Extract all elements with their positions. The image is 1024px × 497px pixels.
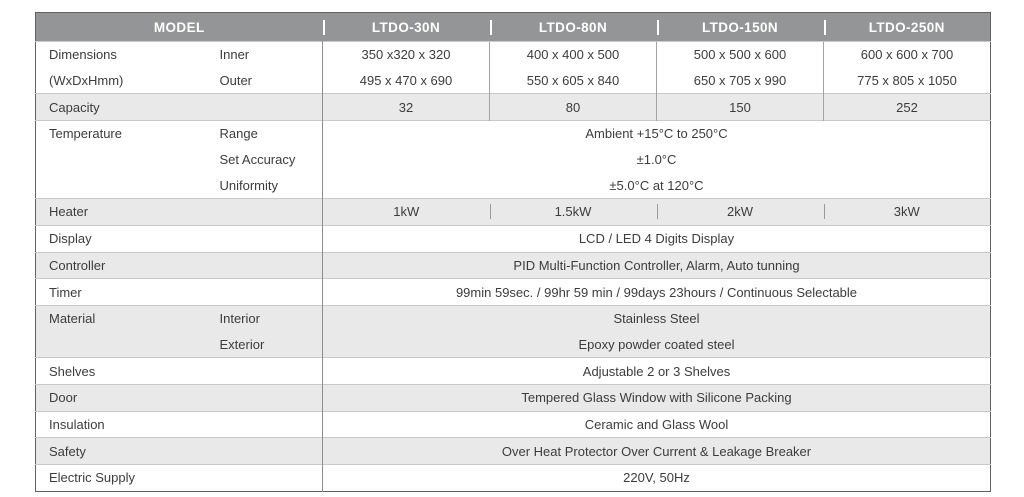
dimensions-label-line1: Dimensions	[49, 47, 117, 62]
dimensions-outer-ltdo-250n: 775 x 805 x 1050	[823, 67, 991, 94]
spec-table: MODEL LTDO-30N LTDO-80N LTDO-150N LTDO-2…	[35, 12, 991, 492]
dimensions-outer-ltdo-80n: 550 x 605 x 840	[489, 67, 657, 94]
heater-ltdo-250n: 3kW	[823, 198, 991, 226]
row-safety: Safety Over Heat Protector Over Current …	[35, 437, 991, 465]
dimensions-outer-ltdo-30n: 495 x 470 x 690	[322, 67, 490, 94]
heater-label: Heater	[35, 198, 323, 226]
capacity-label: Capacity	[35, 93, 323, 121]
row-timer: Timer 99min 59sec. / 99hr 59 min / 99day…	[35, 278, 991, 306]
header-row: MODEL LTDO-30N LTDO-80N LTDO-150N LTDO-2…	[35, 12, 991, 42]
header-col-ltdo-80n: LTDO-80N	[489, 12, 657, 42]
temperature-range-value: Ambient +15°C to 250°C	[322, 120, 991, 147]
header-col-ltdo-30n: LTDO-30N	[322, 12, 490, 42]
dimensions-label: Dimensions (WxDxHmm)	[35, 40, 218, 94]
capacity-ltdo-80n: 80	[489, 93, 657, 121]
material-interior-sublabel: Interior	[217, 304, 323, 332]
header-model: MODEL	[35, 12, 323, 42]
row-dimensions-inner: Dimensions (WxDxHmm) Inner 350 x320 x 32…	[35, 40, 991, 94]
dimensions-inner-ltdo-80n: 400 x 400 x 500	[489, 40, 657, 68]
dimensions-inner-ltdo-30n: 350 x320 x 320	[322, 40, 490, 68]
display-label: Display	[35, 224, 323, 252]
temperature-uniformity-sublabel: Uniformity	[217, 172, 323, 199]
row-electric-supply: Electric Supply 220V, 50Hz	[35, 464, 991, 492]
dimensions-outer-sublabel: Outer	[217, 67, 323, 94]
row-heater: Heater 1kW 1.5kW 2kW 3kW	[35, 198, 991, 226]
dimensions-inner-ltdo-250n: 600 x 600 x 700	[823, 40, 991, 68]
electric-supply-value: 220V, 50Hz	[322, 464, 991, 492]
controller-label: Controller	[35, 251, 323, 279]
display-value: LCD / LED 4 Digits Display	[322, 224, 991, 252]
timer-value: 99min 59sec. / 99hr 59 min / 99days 23ho…	[322, 278, 991, 306]
insulation-value: Ceramic and Glass Wool	[322, 410, 991, 438]
material-interior-value: Stainless Steel	[322, 304, 991, 332]
safety-value: Over Heat Protector Over Current & Leaka…	[322, 437, 991, 465]
heater-ltdo-80n: 1.5kW	[489, 198, 657, 226]
temperature-uniformity-value: ±5.0°C at 120°C	[322, 172, 991, 199]
header-col-ltdo-250n: LTDO-250N	[823, 12, 991, 42]
row-controller: Controller PID Multi-Function Controller…	[35, 251, 991, 279]
dimensions-inner-ltdo-150n: 500 x 500 x 600	[656, 40, 824, 68]
dimensions-inner-sublabel: Inner	[217, 40, 323, 68]
safety-label: Safety	[35, 437, 323, 465]
row-dimensions-outer: Outer 495 x 470 x 690 550 x 605 x 840 65…	[36, 67, 991, 94]
capacity-ltdo-150n: 150	[656, 93, 824, 121]
shelves-value: Adjustable 2 or 3 Shelves	[322, 357, 991, 385]
row-temperature-uniformity: Uniformity ±5.0°C at 120°C	[36, 172, 991, 199]
row-display: Display LCD / LED 4 Digits Display	[35, 224, 991, 252]
controller-value: PID Multi-Function Controller, Alarm, Au…	[322, 251, 991, 279]
timer-label: Timer	[35, 278, 323, 306]
material-label: Material	[35, 304, 218, 358]
material-exterior-sublabel: Exterior	[217, 331, 323, 358]
row-shelves: Shelves Adjustable 2 or 3 Shelves	[35, 357, 991, 385]
row-material-interior: Material Interior Stainless Steel	[35, 304, 991, 358]
row-door: Door Tempered Glass Window with Silicone…	[35, 383, 991, 412]
row-insulation: Insulation Ceramic and Glass Wool	[35, 410, 991, 438]
row-material-exterior: Exterior Epoxy powder coated steel	[36, 331, 991, 358]
material-exterior-value: Epoxy powder coated steel	[322, 331, 991, 358]
temperature-label: Temperature	[35, 120, 218, 199]
dimensions-outer-ltdo-150n: 650 x 705 x 990	[656, 67, 824, 94]
dimensions-label-line2: (WxDxHmm)	[49, 72, 124, 88]
heater-ltdo-150n: 2kW	[656, 198, 824, 226]
temperature-set-accuracy-value: ±1.0°C	[322, 146, 991, 173]
temperature-label-text: Temperature	[49, 126, 122, 142]
row-temperature-range: Temperature Range Ambient +15°C to 250°C	[35, 120, 991, 199]
capacity-ltdo-250n: 252	[823, 93, 991, 121]
temperature-set-accuracy-sublabel: Set Accuracy	[217, 146, 323, 173]
row-temperature-set-accuracy: Set Accuracy ±1.0°C	[36, 146, 991, 173]
temperature-range-sublabel: Range	[217, 120, 323, 147]
header-col-ltdo-150n: LTDO-150N	[656, 12, 824, 42]
insulation-label: Insulation	[35, 410, 323, 438]
heater-ltdo-30n: 1kW	[322, 198, 490, 226]
electric-supply-label: Electric Supply	[35, 464, 323, 492]
capacity-ltdo-30n: 32	[322, 93, 490, 121]
material-label-text: Material	[49, 310, 96, 326]
door-label: Door	[35, 383, 323, 412]
row-capacity: Capacity 32 80 150 252	[35, 93, 991, 121]
door-value: Tempered Glass Window with Silicone Pack…	[322, 383, 991, 412]
shelves-label: Shelves	[35, 357, 323, 385]
